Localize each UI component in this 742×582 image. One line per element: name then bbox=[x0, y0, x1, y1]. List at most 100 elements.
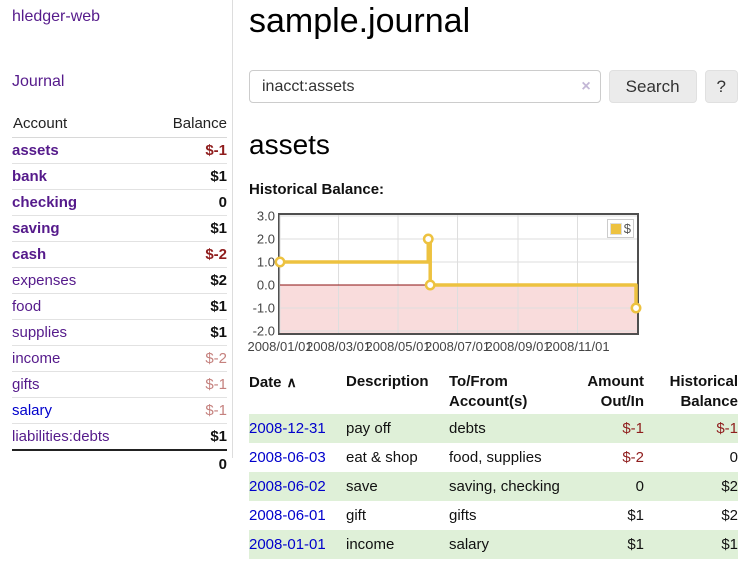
brand-link[interactable]: hledger-web bbox=[12, 8, 101, 25]
transaction-amount: $-2 bbox=[622, 449, 644, 466]
account-balance: $2 bbox=[149, 267, 227, 294]
transaction-amount: $1 bbox=[627, 536, 644, 553]
accounts-total-row: 0 bbox=[12, 449, 227, 478]
account-balance: $-2 bbox=[149, 345, 227, 372]
help-button[interactable]: ? bbox=[704, 70, 738, 103]
account-link-liabilities-debts[interactable]: liabilities:debts bbox=[12, 428, 110, 445]
account-balance: $-1 bbox=[205, 142, 227, 159]
y-axis-tick-label: 3.0 bbox=[256, 208, 275, 224]
transaction-description: income bbox=[346, 536, 395, 553]
account-row: checking 0 bbox=[12, 189, 227, 216]
account-link-checking[interactable]: checking bbox=[12, 194, 78, 211]
transaction-amount: 0 bbox=[635, 478, 644, 495]
account-row: gifts $-1 bbox=[12, 371, 227, 398]
main-content: sample.journal × Search ? assets Histori… bbox=[233, 0, 742, 559]
transaction-description: gift bbox=[346, 507, 367, 524]
account-row: income $-2 bbox=[12, 345, 227, 372]
transaction-accounts: food, supplies bbox=[449, 449, 542, 466]
account-balance: 0 bbox=[149, 189, 227, 216]
transaction-date-link[interactable]: 2008-06-01 bbox=[249, 507, 326, 524]
register-header-date[interactable]: Date ∧ bbox=[249, 374, 297, 391]
transaction-date-link[interactable]: 2008-06-03 bbox=[249, 449, 326, 466]
table-row: 2008-12-31 pay off debts $-1 $-1 bbox=[249, 414, 738, 443]
account-link-expenses[interactable]: expenses bbox=[12, 272, 77, 289]
transaction-date-link[interactable]: 2008-12-31 bbox=[249, 420, 326, 437]
account-link-assets[interactable]: assets bbox=[12, 142, 59, 159]
account-row: saving $1 bbox=[12, 215, 227, 242]
account-link-cash[interactable]: cash bbox=[12, 246, 47, 263]
account-link-income[interactable]: income bbox=[12, 350, 61, 367]
account-row: bank $1 bbox=[12, 163, 227, 190]
table-row: 2008-06-02 save saving, checking 0 $2 bbox=[249, 472, 738, 501]
x-axis-tick-label: 2008/09/01 bbox=[485, 339, 551, 354]
chart-legend: $ bbox=[606, 219, 634, 238]
register-header-description: Description bbox=[346, 373, 429, 390]
sidebar-item-journal[interactable]: Journal bbox=[12, 73, 65, 90]
register-header-account: To/From Account(s) bbox=[449, 373, 528, 410]
transaction-balance: $-1 bbox=[716, 420, 738, 437]
account-link-salary[interactable]: salary bbox=[12, 402, 53, 419]
transaction-accounts: salary bbox=[449, 536, 490, 553]
account-heading: assets bbox=[249, 129, 330, 160]
account-link-bank[interactable]: bank bbox=[12, 168, 48, 185]
transaction-balance: $1 bbox=[721, 536, 738, 553]
y-axis-tick-label: -2.0 bbox=[252, 323, 275, 339]
account-link-gifts[interactable]: gifts bbox=[12, 376, 40, 393]
y-axis-tick-label: 0.0 bbox=[256, 277, 275, 293]
transaction-amount: $-1 bbox=[622, 420, 644, 437]
x-axis-tick-label: 2008/05/01 bbox=[365, 339, 431, 354]
historical-balance-chart: 3.0 2.0 1.0 0.0 -1.0 -2.0 $ 2008/01/01 2008/03… bbox=[247, 208, 642, 355]
account-row: salary $-1 bbox=[12, 397, 227, 424]
transaction-accounts: gifts bbox=[449, 507, 477, 524]
accounts-total: 0 bbox=[149, 449, 227, 478]
account-balance: $1 bbox=[149, 423, 227, 450]
account-link-food[interactable]: food bbox=[12, 298, 42, 315]
sort-asc-icon: ∧ bbox=[286, 374, 297, 390]
x-axis-tick-label: 2008/03/01 bbox=[305, 339, 372, 354]
x-axis-tick-label: 2008/11/01 bbox=[545, 339, 610, 354]
x-axis-tick-label: 2008/01/01 bbox=[247, 339, 313, 354]
table-row: 2008-06-01 gift gifts $1 $2 bbox=[249, 501, 738, 530]
account-row: expenses $2 bbox=[12, 267, 227, 294]
transaction-balance: $2 bbox=[721, 507, 738, 524]
account-balance: $1 bbox=[149, 163, 227, 190]
table-row: 2008-06-03 eat & shop food, supplies $-2… bbox=[249, 443, 738, 472]
transaction-date-link[interactable]: 2008-01-01 bbox=[249, 536, 326, 553]
legend-label: $ bbox=[623, 221, 631, 236]
account-row: cash $-2 bbox=[12, 241, 227, 268]
transaction-accounts: saving, checking bbox=[449, 478, 560, 495]
account-link-saving[interactable]: saving bbox=[12, 220, 60, 237]
brand: hledger-web bbox=[12, 8, 227, 26]
account-balance: $-1 bbox=[149, 397, 227, 424]
account-balance: $-2 bbox=[149, 241, 227, 268]
account-row: food $1 bbox=[12, 293, 227, 320]
register-table: Date ∧ Description To/From Account(s) Amo… bbox=[249, 370, 738, 559]
sidebar: hledger-web Journal Account Balance asse… bbox=[0, 0, 233, 478]
legend-swatch bbox=[609, 222, 622, 235]
transaction-amount: $1 bbox=[627, 507, 644, 524]
account-balance: $1 bbox=[149, 319, 227, 346]
sidebar-nav: Journal bbox=[12, 73, 227, 91]
app-window: hledger-web Journal Account Balance asse… bbox=[0, 0, 742, 559]
accounts-header-balance: Balance bbox=[149, 112, 227, 138]
account-link-supplies[interactable]: supplies bbox=[12, 324, 68, 341]
transaction-accounts: debts bbox=[449, 420, 486, 437]
register-header-balance: Historical Balance bbox=[669, 373, 738, 410]
clear-search-icon[interactable]: × bbox=[581, 77, 591, 95]
search-input[interactable] bbox=[249, 70, 601, 103]
account-balance: $-1 bbox=[149, 371, 227, 398]
transaction-description: pay off bbox=[346, 420, 391, 437]
y-axis-tick-label: 1.0 bbox=[256, 254, 275, 270]
transaction-date-link[interactable]: 2008-06-02 bbox=[249, 478, 326, 495]
chart-canvas bbox=[274, 215, 642, 333]
search-button[interactable]: Search bbox=[608, 70, 697, 103]
transaction-description: save bbox=[346, 478, 378, 495]
account-row: liabilities:debts $1 bbox=[12, 423, 227, 450]
transaction-balance: $2 bbox=[721, 478, 738, 495]
register-header-amount: Amount Out/In bbox=[587, 373, 644, 410]
chart-title: Historical Balance: bbox=[249, 181, 385, 198]
accounts-header-account: Account bbox=[12, 112, 150, 138]
y-axis-tick-label: 2.0 bbox=[256, 231, 275, 247]
search-form: × Search ? bbox=[249, 70, 738, 103]
account-balance: $1 bbox=[149, 293, 227, 320]
